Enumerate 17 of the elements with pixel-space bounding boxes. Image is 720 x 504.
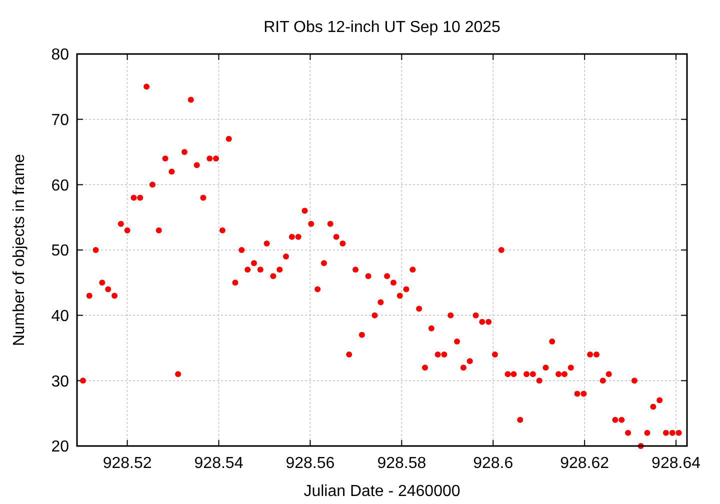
y-tick-label: 60 [51,177,70,194]
y-tick-label: 50 [51,242,70,260]
y-tick-label: 40 [51,308,70,325]
x-tick-label: 928.54 [194,455,244,472]
x-axis-title: Julian Date - 2460000 [304,483,460,500]
y-tick-label: 80 [51,46,70,64]
x-tick-label: 928.52 [102,455,152,472]
chart-title: RIT Obs 12-inch UT Sep 10 2025 [264,19,501,36]
y-axis-title: Number of objects in frame [11,154,28,346]
y-tick-label: 30 [51,373,70,390]
y-tick-label: 70 [51,112,70,129]
x-tick-label: 928.62 [560,455,610,472]
y-tick-label: 20 [51,438,70,456]
x-tick-label: 928.58 [377,455,426,472]
x-tick-label: 928.6 [473,455,514,472]
x-tick-label: 928.64 [652,455,701,472]
x-tick-label: 928.56 [286,455,335,472]
